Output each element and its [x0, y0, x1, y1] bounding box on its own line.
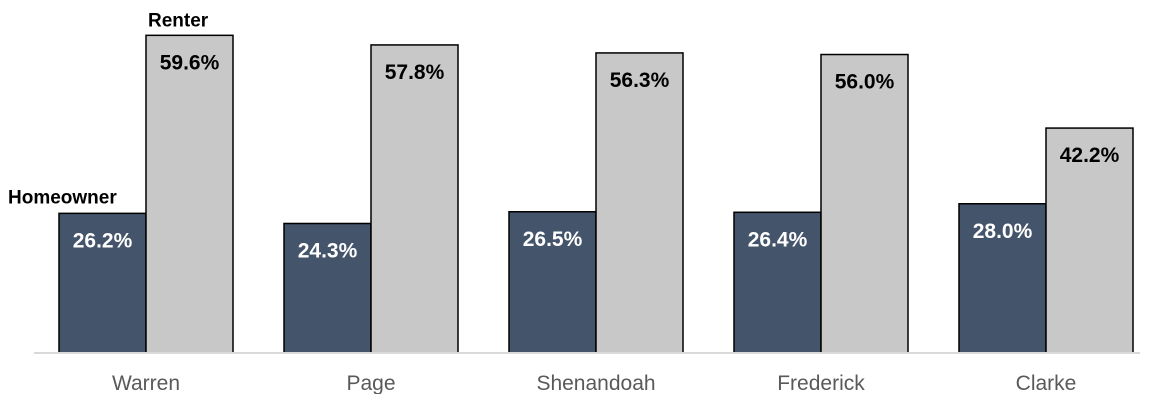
- bar-homeowner-clarke: [958, 203, 1047, 354]
- bar-renter-clarke: [1045, 127, 1134, 354]
- category-label-clarke: Clarke: [1016, 372, 1077, 394]
- bar-renter-shenandoah: [595, 52, 684, 354]
- bar-homeowner-page: [283, 222, 372, 354]
- bar-homeowner-frederick: [733, 211, 822, 354]
- category-label-shenandoah: Shenandoah: [536, 372, 655, 394]
- data-label-homeowner-warren: 26.2%: [73, 229, 133, 252]
- bar-renter-warren: [145, 34, 234, 354]
- data-label-renter-clarke: 42.2%: [1060, 144, 1120, 167]
- bars-group: [58, 34, 1134, 354]
- category-label-warren: Warren: [112, 372, 180, 394]
- series-label-homeowner: Homeowner: [8, 187, 117, 208]
- data-label-homeowner-shenandoah: 26.5%: [523, 228, 583, 251]
- bar-homeowner-shenandoah: [508, 211, 597, 354]
- data-label-homeowner-page: 24.3%: [298, 239, 358, 262]
- bar-renter-frederick: [820, 53, 909, 354]
- data-label-renter-warren: 59.6%: [160, 51, 220, 74]
- data-label-renter-shenandoah: 56.3%: [610, 69, 670, 92]
- data-label-renter-frederick: 56.0%: [835, 71, 895, 94]
- data-label-homeowner-clarke: 28.0%: [973, 220, 1033, 243]
- labels-group: 26.2% 59.6% Warren 24.3% 57.8% Page 26.5% 56.3%…: [8, 10, 1120, 394]
- series-label-renter: Renter: [148, 10, 209, 31]
- category-label-page: Page: [346, 372, 395, 394]
- bar-homeowner-warren: [58, 212, 147, 354]
- category-label-frederick: Frederick: [777, 372, 865, 394]
- data-label-renter-page: 57.8%: [385, 61, 445, 84]
- data-label-homeowner-frederick: 26.4%: [748, 228, 808, 251]
- bar-renter-page: [370, 44, 459, 354]
